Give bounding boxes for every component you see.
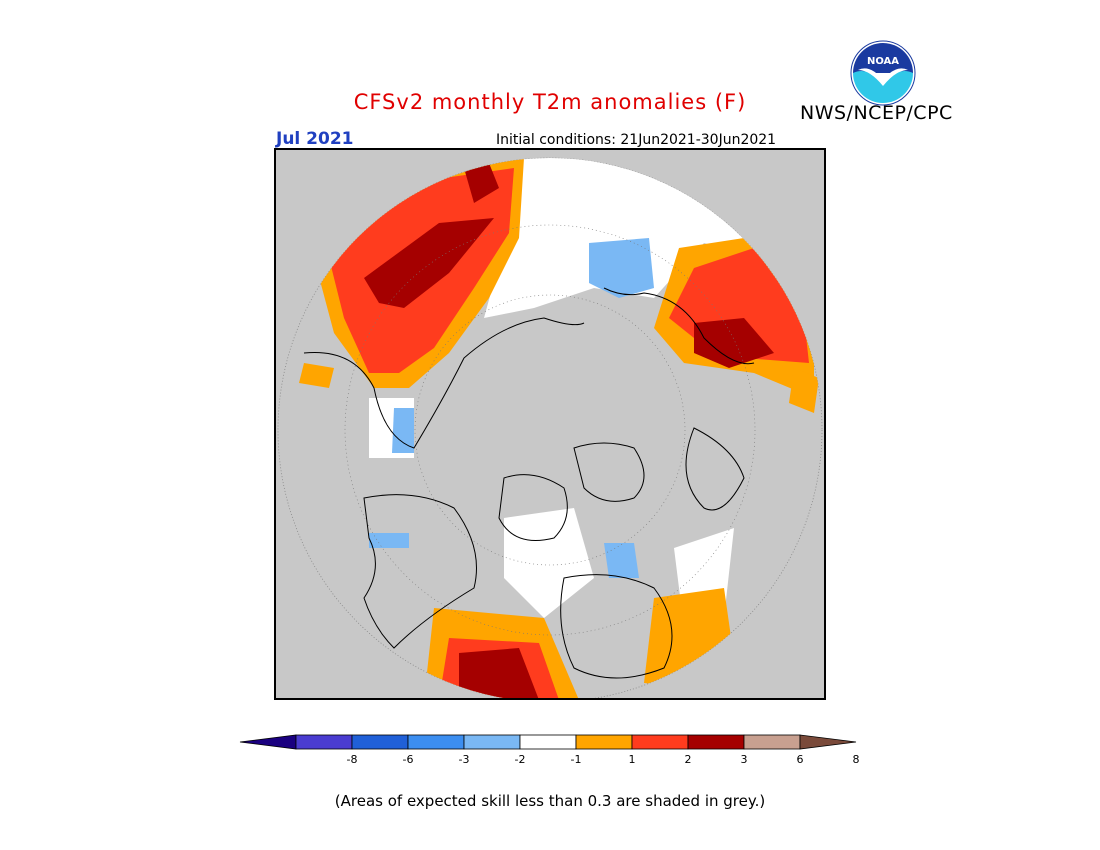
initial-conditions-label: Initial conditions: 21Jun2021-30Jun2021 bbox=[496, 132, 777, 148]
colorbar-tick-label: 8 bbox=[853, 753, 860, 766]
colorbar-tick-label: -2 bbox=[515, 753, 526, 766]
below-normal-coast bbox=[392, 408, 414, 453]
colorbar-swatch bbox=[519, 734, 577, 750]
near-normal-arctic-islands bbox=[504, 508, 594, 618]
colorbar-tick-label: -8 bbox=[347, 753, 358, 766]
below-normal-islands bbox=[604, 543, 639, 578]
organization-label: NWS/NCEP/CPC bbox=[800, 102, 953, 124]
colorbar-tick-label: 3 bbox=[741, 753, 748, 766]
map-title: CFSv2 monthly T2m anomalies (F) bbox=[353, 90, 747, 114]
colorbar-tick-label: -1 bbox=[571, 753, 582, 766]
colorbar-swatch bbox=[295, 734, 353, 750]
colorbar-swatch bbox=[407, 734, 465, 750]
latitude-circle bbox=[344, 224, 756, 636]
skill-footnote: (Areas of expected skill less than 0.3 a… bbox=[334, 792, 766, 810]
colorbar-tick-label: -6 bbox=[403, 753, 414, 766]
colorbar-swatch bbox=[463, 734, 521, 750]
extreme-anomaly-east-asia bbox=[694, 318, 774, 368]
map-frame bbox=[274, 148, 826, 700]
noaa-logo-text: NOAA bbox=[867, 56, 899, 67]
colorbar-swatch bbox=[631, 734, 689, 750]
color-legend: -8 -6 -3 -2 -1 1 2 3 6 8 bbox=[239, 734, 860, 766]
extreme-anomaly-europe-north bbox=[464, 163, 499, 203]
colorbar-swatch bbox=[575, 734, 633, 750]
forecast-month-label: Jul 2021 bbox=[276, 129, 354, 149]
extreme-anomaly-western-canada bbox=[459, 648, 539, 700]
coastlines bbox=[303, 287, 755, 679]
colorbar-swatch bbox=[743, 734, 801, 750]
latitude-circle bbox=[414, 294, 686, 566]
colorbar-swatch bbox=[351, 734, 409, 750]
warm-anomaly-pacific bbox=[299, 363, 334, 388]
colorbar-tick-label: 2 bbox=[685, 753, 692, 766]
colorbar-swatch bbox=[687, 734, 745, 750]
colorbar-tick-label: 6 bbox=[797, 753, 804, 766]
polar-anomaly-map bbox=[274, 148, 826, 700]
below-normal-ocean bbox=[589, 238, 654, 298]
noaa-logo: NOAA bbox=[850, 40, 916, 106]
below-normal-canada bbox=[369, 533, 409, 548]
colorbar-arrow-high bbox=[799, 734, 857, 750]
colorbar-tick-label: 1 bbox=[629, 753, 636, 766]
extreme-anomaly-scandinavia bbox=[364, 218, 494, 308]
colorbar-tick-label: -3 bbox=[459, 753, 470, 766]
warm-anomaly-atlantic-east bbox=[789, 368, 819, 413]
colorbar-arrow-low bbox=[239, 734, 297, 750]
